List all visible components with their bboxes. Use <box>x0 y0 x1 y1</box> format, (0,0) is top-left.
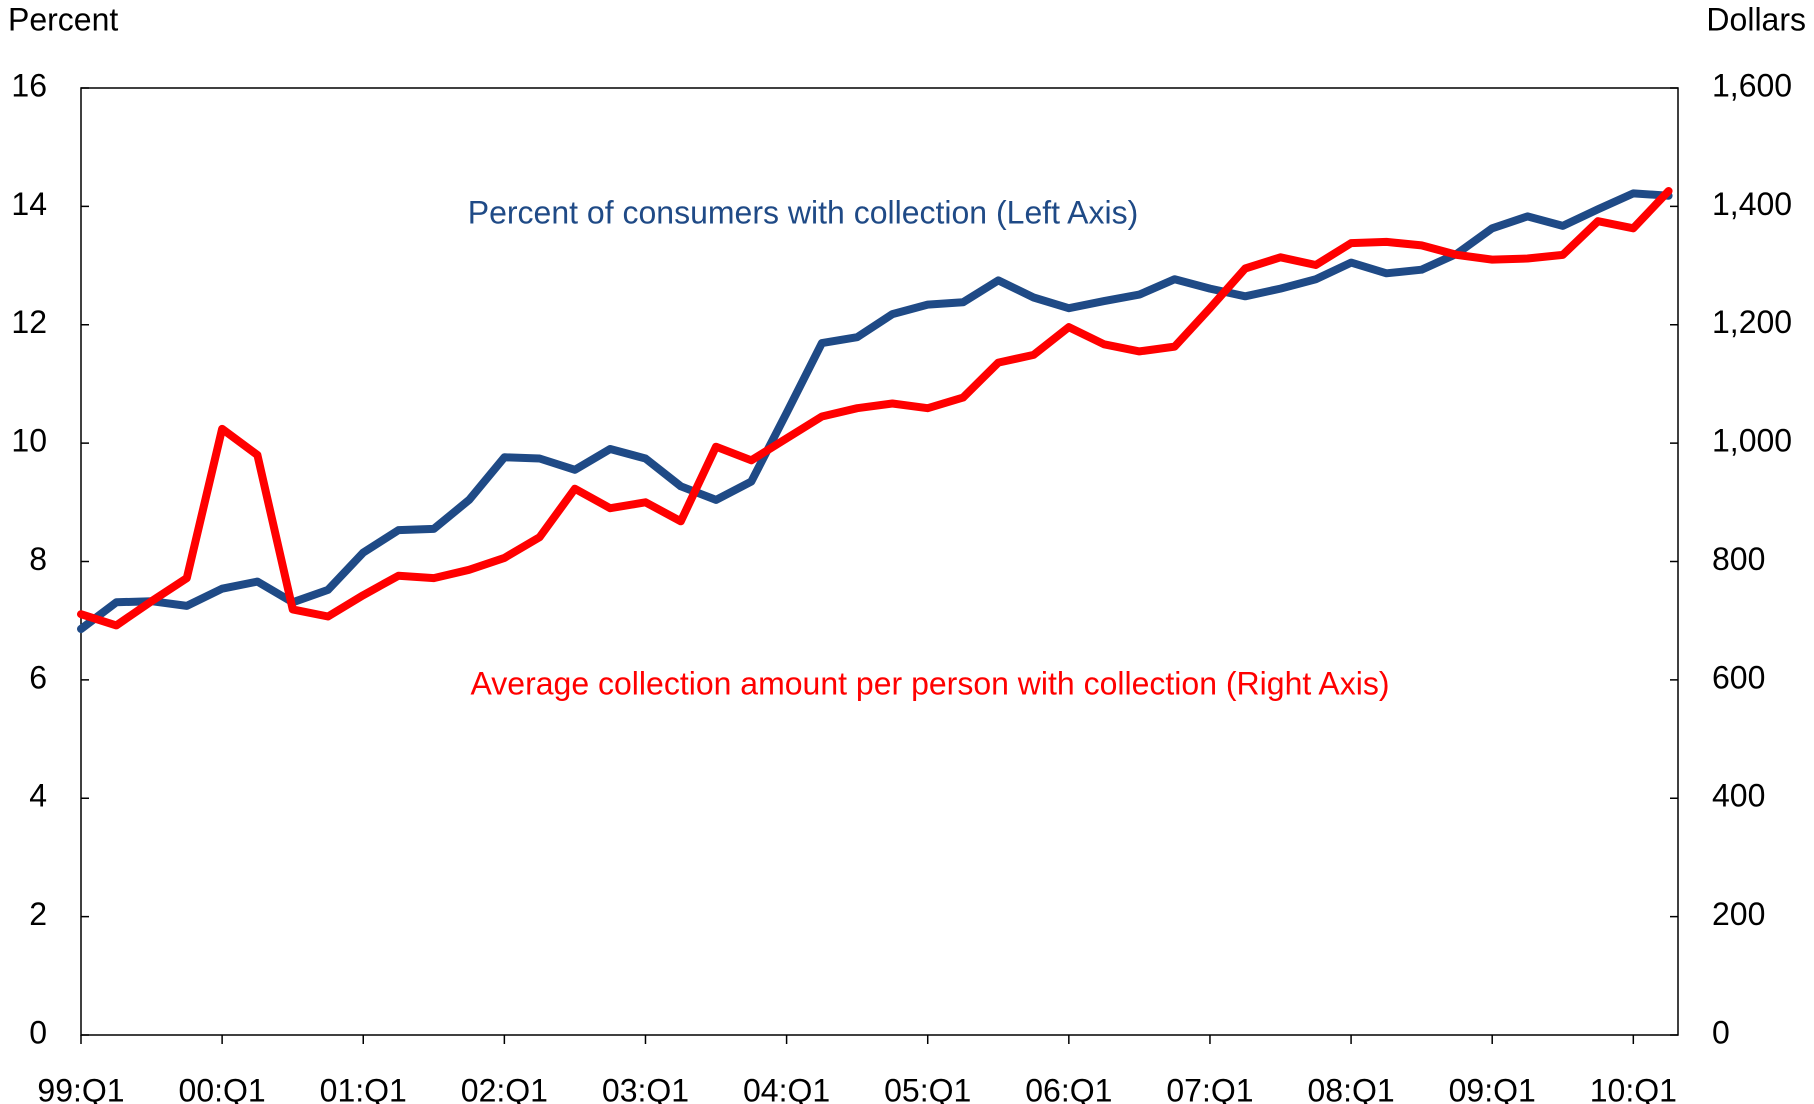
y-tick-label: 2 <box>29 896 47 932</box>
y2-tick-label: 1,400 <box>1712 186 1792 222</box>
x-tick-label: 99:Q1 <box>37 1072 124 1104</box>
x-tick-label: 09:Q1 <box>1449 1072 1536 1104</box>
x-tick-label: 10:Q1 <box>1590 1072 1677 1104</box>
x-tick-label: 04:Q1 <box>743 1072 830 1104</box>
y2-tick-label: 0 <box>1712 1014 1730 1050</box>
y-tick-label: 6 <box>29 659 47 695</box>
y2-tick-label: 400 <box>1712 778 1765 814</box>
y2-tick-label: 1,200 <box>1712 304 1792 340</box>
y2-axis-title: Dollars <box>1706 1 1806 37</box>
y-tick-label: 4 <box>29 778 47 814</box>
y-tick-label: 8 <box>29 541 47 577</box>
x-tick-label: 02:Q1 <box>461 1072 548 1104</box>
y2-tick-label: 1,000 <box>1712 423 1792 459</box>
x-tick-label: 05:Q1 <box>884 1072 971 1104</box>
y2-tick-label: 1,600 <box>1712 67 1792 103</box>
annotation: Average collection amount per person wit… <box>471 665 1390 701</box>
y-tick-label: 16 <box>11 67 47 103</box>
x-tick-label: 00:Q1 <box>179 1072 266 1104</box>
series-line <box>77 187 1673 630</box>
x-tick-label: 01:Q1 <box>320 1072 407 1104</box>
y-axis-title: Percent <box>8 1 118 37</box>
series-line <box>77 189 1673 633</box>
y-tick-label: 12 <box>11 304 47 340</box>
y-tick-label: 14 <box>11 186 47 222</box>
y-tick-label: 10 <box>11 423 47 459</box>
y2-tick-label: 800 <box>1712 541 1765 577</box>
x-tick-label: 08:Q1 <box>1307 1072 1394 1104</box>
y2-tick-label: 200 <box>1712 896 1765 932</box>
x-tick-label: 07:Q1 <box>1166 1072 1253 1104</box>
annotation: Percent of consumers with collection (Le… <box>468 194 1139 230</box>
x-tick-label: 03:Q1 <box>602 1072 689 1104</box>
y2-tick-label: 600 <box>1712 659 1765 695</box>
y-tick-label: 0 <box>29 1014 47 1050</box>
x-tick-label: 06:Q1 <box>1025 1072 1112 1104</box>
